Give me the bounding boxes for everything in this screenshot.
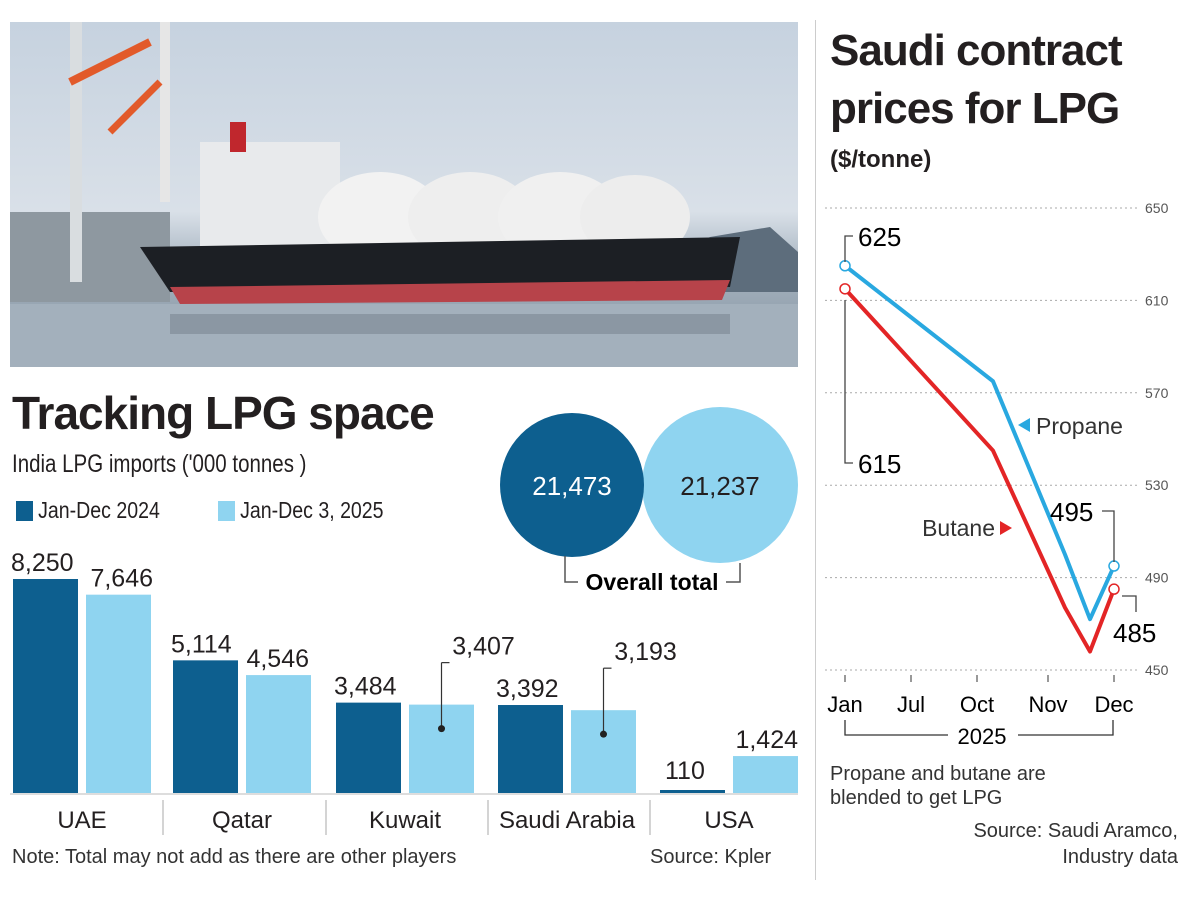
category-label: UAE <box>57 807 106 834</box>
bar-value-label: 110 <box>665 757 705 785</box>
y-tick-label: 450 <box>1145 662 1169 678</box>
value-label: 625 <box>858 222 901 252</box>
x-tick-label: Jan <box>827 692 862 717</box>
bar-value-label: 5,114 <box>171 630 232 658</box>
footnote: Note: Total may not add as there are oth… <box>12 846 457 868</box>
bar-uae-2024 <box>13 579 78 793</box>
label-leader-dot <box>438 725 445 733</box>
right-title-line2: prices for LPG <box>830 84 1120 133</box>
bar-uae-2025 <box>86 594 151 793</box>
propane-label: Propane <box>1036 413 1123 439</box>
total-2024-circle <box>500 413 644 557</box>
legend-swatch-dark <box>16 500 33 521</box>
total-2025-circle <box>642 407 798 563</box>
bar-value-label: 8,250 <box>11 549 74 577</box>
right-title: Saudi contract prices for LPG <box>830 22 1123 138</box>
x-tick-label: Oct <box>960 692 994 717</box>
category-label: Qatar <box>212 807 272 834</box>
butane-label: Butane <box>922 515 995 541</box>
lpg-tanker-photo <box>10 22 798 367</box>
source-line2: Industry data <box>1062 846 1178 868</box>
legend-item-2024: Jan-Dec 2024 <box>16 497 160 524</box>
totals-venn: 21,473 21,237 Overall total <box>500 407 798 595</box>
right-source: Source: Saudi Aramco, Industry data <box>973 818 1178 870</box>
bar-value-label: 3,484 <box>334 673 397 701</box>
y-tick-label: 570 <box>1145 385 1169 401</box>
bar-saudi-arabia-2024 <box>498 705 563 793</box>
legend-label: Jan-Dec 3, 2025 <box>240 497 384 523</box>
x-tick-label: Dec <box>1094 692 1133 717</box>
tanker-illustration <box>10 22 798 367</box>
bar-value-label: 3,392 <box>496 675 559 703</box>
butane-start-point <box>839 283 851 295</box>
note-line2: blended to get LPG <box>830 787 1003 809</box>
divider <box>815 20 816 880</box>
x-tick-label: Jul <box>897 692 925 717</box>
bar-value-label: 3,407 <box>452 633 515 661</box>
propane-line <box>843 264 1116 622</box>
legend-label: Jan-Dec 2024 <box>38 497 160 523</box>
value-label: 495 <box>1050 497 1093 527</box>
value-label: 485 <box>1113 618 1156 648</box>
bar-value-label: 4,546 <box>246 645 309 673</box>
source-line1: Source: Saudi Aramco, <box>973 820 1178 842</box>
label-leader-dot <box>600 730 607 738</box>
y-tick-label: 530 <box>1145 477 1169 493</box>
total-2025-value: 21,237 <box>680 471 760 501</box>
right-note: Propane and butane are blended to get LP… <box>830 762 1046 810</box>
bar-qatar-2025 <box>246 675 311 793</box>
butane-marker-icon <box>1000 521 1012 535</box>
x-axis-label: 2025 <box>958 724 1007 749</box>
bar-value-label: 3,193 <box>614 638 677 666</box>
bar-value-label: 7,646 <box>90 565 153 593</box>
legend-swatch-light <box>218 500 235 521</box>
bar-usa-2025 <box>733 756 798 793</box>
propane-marker-icon <box>1018 418 1030 432</box>
y-tick-label: 610 <box>1145 292 1169 308</box>
butane-end-point <box>1108 583 1120 595</box>
total-2024-value: 21,473 <box>532 471 612 501</box>
chart-subtitle: India LPG imports ('000 tonnes ) <box>12 450 307 478</box>
value-label: 615 <box>858 449 901 479</box>
y-tick-label: 490 <box>1145 570 1169 586</box>
overall-total-label: Overall total <box>586 569 719 595</box>
note-line1: Propane and butane are <box>830 763 1046 785</box>
bar-kuwait-2024 <box>336 702 401 793</box>
bar-usa-2024 <box>660 790 725 793</box>
source-left: Source: Kpler <box>650 846 772 868</box>
page-title: Tracking LPG space <box>12 387 435 439</box>
x-tick-label: Nov <box>1028 692 1067 717</box>
butane-line <box>843 287 1116 654</box>
propane-start-point <box>839 260 851 272</box>
right-unit: ($/tonne) <box>830 146 932 173</box>
right-title-line1: Saudi contract <box>830 26 1123 75</box>
y-tick-label: 650 <box>1145 200 1169 216</box>
propane-end-point <box>1108 560 1120 572</box>
legend-item-2025: Jan-Dec 3, 2025 <box>218 497 384 524</box>
category-label: USA <box>704 807 753 834</box>
category-label: Kuwait <box>369 807 441 834</box>
category-label: Saudi Arabia <box>499 807 636 834</box>
bar-qatar-2024 <box>173 660 238 793</box>
bar-value-label: 1,424 <box>735 726 798 754</box>
